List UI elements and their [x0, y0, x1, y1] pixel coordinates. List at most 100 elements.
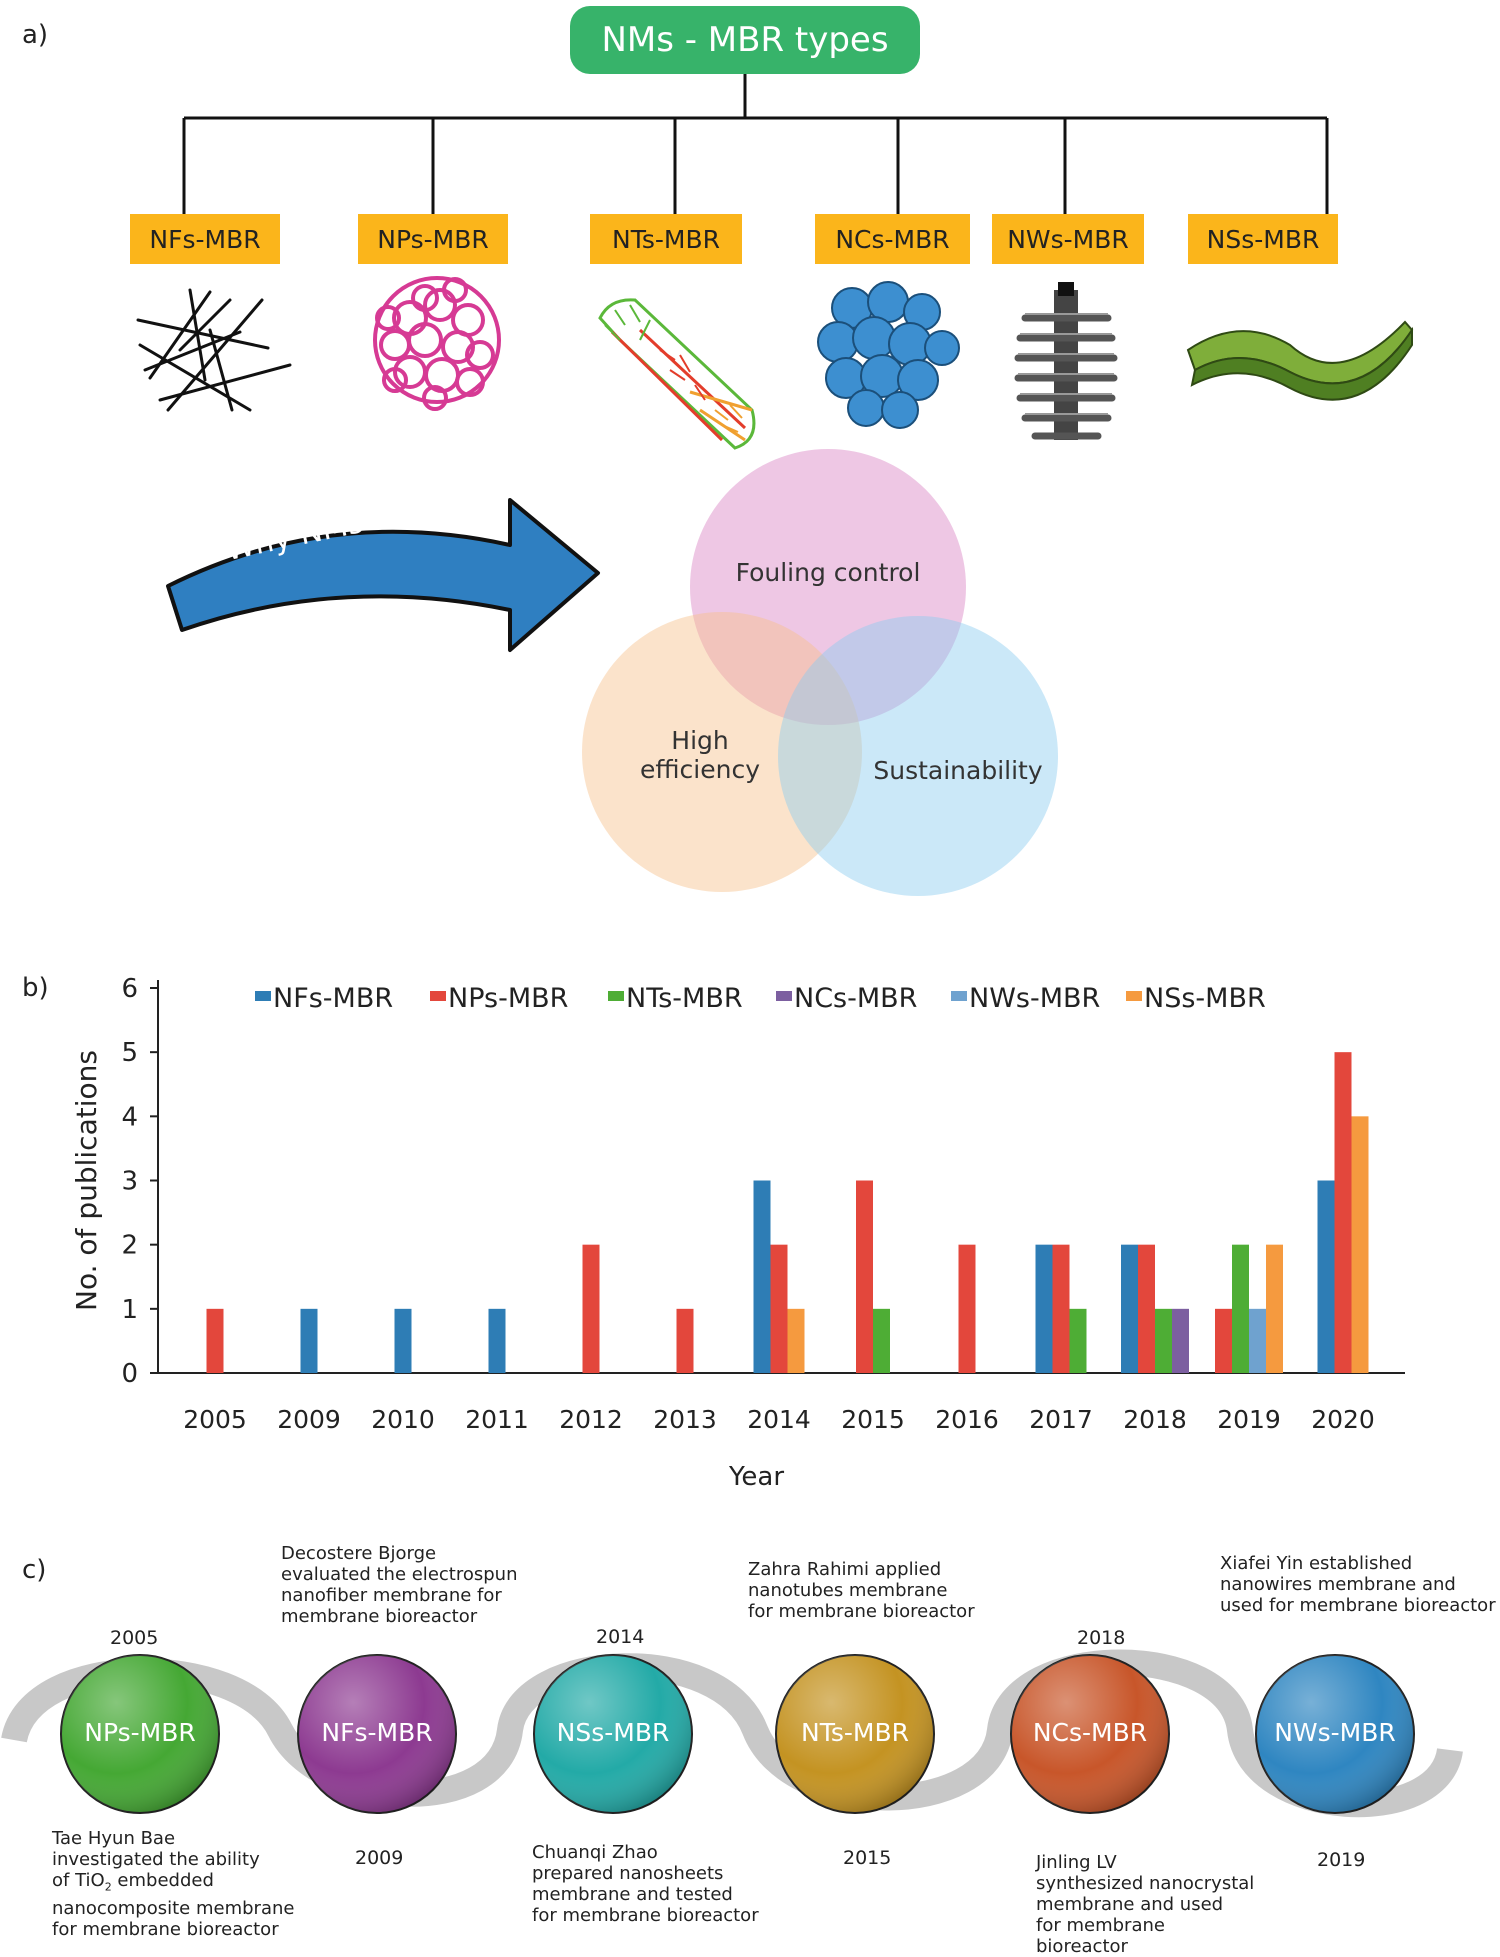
legend-swatch-nfs-mbr	[255, 991, 271, 1001]
timeline-node-shine	[61, 1655, 219, 1813]
timeline-year-2005: 2005	[110, 1627, 159, 1649]
legend-label-nts-mbr: NTs-MBR	[626, 983, 743, 1014]
x-tick-label: 2010	[371, 1405, 435, 1434]
legend-swatch-nss-mbr	[1126, 991, 1142, 1001]
timeline-desc-ncs: Jinling LV synthesized nanocrystal membr…	[1036, 1852, 1254, 1957]
why-arrow-icon	[166, 498, 600, 652]
desc-ncs-line5: bioreactor	[1036, 1936, 1128, 1957]
timeline-year-2019: 2019	[1317, 1849, 1366, 1871]
desc-nps-line1: Tae Hyun Bae	[52, 1828, 176, 1849]
bar-npsmbr-2005	[206, 1308, 224, 1373]
venn-circle-sustainability	[778, 616, 1058, 896]
bar-ntsmbr-2015	[873, 1308, 890, 1373]
bar-npsmbr-2015	[856, 1180, 873, 1373]
timeline-year-2018: 2018	[1077, 1627, 1126, 1649]
type-ncs-mbr: NCs-MBR	[815, 214, 970, 264]
timeline-desc-nfs: Decostere Bjorge evaluated the electrosp…	[281, 1543, 517, 1627]
bar-nfsmbr-2020	[1317, 1180, 1335, 1373]
bar-npsmbr-2017	[1052, 1244, 1070, 1373]
desc-ncs-line2: synthesized nanocrystal	[1036, 1873, 1255, 1894]
timeline-desc-nss: Chuanqi Zhao prepared nanosheets membran…	[532, 1842, 759, 1926]
y-tick-label: 0	[121, 1359, 138, 1389]
desc-nps-embedded: embedded	[111, 1870, 214, 1891]
bar-nssmbr-2019	[1266, 1244, 1283, 1373]
bar-nfsmbr-2011	[488, 1308, 506, 1373]
timeline-node-label-ncs-mbr: NCs-MBR	[1032, 1718, 1148, 1747]
timeline-desc-nws: Xiafei Yin established nanowires membran…	[1220, 1553, 1496, 1616]
nanoparticles-icon	[373, 276, 501, 411]
desc-nws-line2: nanowires membrane and	[1220, 1574, 1456, 1595]
timeline-node-shine	[534, 1655, 692, 1813]
legend-label-nws-mbr: NWs-MBR	[969, 983, 1100, 1014]
bar-nssmbr-2020	[1351, 1116, 1369, 1373]
nanocrystals-icon	[817, 281, 960, 429]
panel-a-graphics	[136, 74, 1414, 896]
x-tick-label: 2009	[277, 1405, 341, 1434]
timeline-desc-nts: Zahra Rahimi applied nanotubes membrane …	[748, 1559, 975, 1622]
desc-nss-line3: membrane and tested	[532, 1884, 733, 1905]
timeline-node-shine	[298, 1655, 456, 1813]
timeline-year-2014: 2014	[596, 1626, 645, 1648]
timeline-year-2009: 2009	[355, 1847, 404, 1869]
timeline-node-label-nss-mbr: NSs-MBR	[556, 1718, 670, 1747]
desc-nts-line2: nanotubes membrane	[748, 1580, 948, 1601]
timeline-node-label-nws-mbr: NWs-MBR	[1274, 1718, 1396, 1747]
legend-swatch-ncs-mbr	[776, 991, 792, 1001]
y-tick-label: 5	[121, 1038, 138, 1068]
timeline-wave	[1, 1649, 1463, 1818]
desc-nss-line1: Chuanqi Zhao	[532, 1842, 658, 1863]
bar-npsmbr-2020	[1334, 1052, 1352, 1373]
bar-npsmbr-2016	[958, 1244, 976, 1373]
nanosheets-icon	[1186, 320, 1414, 401]
y-tick-label: 6	[121, 974, 138, 1004]
type-nws-mbr: NWs-MBR	[992, 214, 1144, 264]
venn-label-fouling: Fouling control	[735, 558, 921, 587]
bar-nfsmbr-2017	[1035, 1244, 1053, 1373]
venn-label-sustainability: Sustainability	[873, 756, 1043, 785]
bar-ntsmbr-2017	[1069, 1308, 1087, 1373]
x-tick-label: 2005	[183, 1405, 247, 1434]
desc-nps-line4: nanocomposite membrane	[52, 1897, 295, 1919]
timeline-year-2015: 2015	[843, 1847, 892, 1869]
type-nfs-mbr: NFs-MBR	[130, 214, 280, 264]
desc-nts-line1: Zahra Rahimi applied	[748, 1559, 942, 1580]
timeline-node-shine	[776, 1655, 934, 1813]
desc-ncs-line4: for membrane	[1036, 1915, 1165, 1936]
legend-swatch-nws-mbr	[951, 991, 967, 1001]
desc-nfs-line4: membrane bioreactor	[281, 1606, 478, 1627]
panel-c-label: c)	[22, 1555, 47, 1585]
type-nps-mbr: NPs-MBR	[358, 214, 508, 264]
timeline-node-shine	[1011, 1655, 1169, 1813]
tree-connector	[182, 74, 1329, 214]
desc-nws-line3: used for membrane bioreactor	[1220, 1595, 1496, 1616]
timeline-node-label-nts-mbr: NTs-MBR	[801, 1718, 909, 1747]
desc-ncs-line3: membrane and used	[1036, 1894, 1224, 1915]
desc-nss-line2: prepared nanosheets	[532, 1863, 724, 1884]
bar-nssmbr-2014	[787, 1308, 805, 1373]
legend-swatch-nts-mbr	[608, 991, 624, 1001]
bar-nfsmbr-2018	[1121, 1244, 1138, 1373]
nms-mbr-types-title: NMs - MBR types	[570, 6, 920, 74]
bar-ntsmbr-2019	[1232, 1244, 1249, 1373]
timeline-node-label-nps-mbr: NPs-MBR	[84, 1718, 196, 1747]
legend-swatch-nps-mbr	[430, 991, 446, 1001]
legend-label-nss-mbr: NSs-MBR	[1144, 983, 1266, 1014]
y-tick-label: 2	[121, 1231, 138, 1261]
desc-nps-line3: of TiO2 embedded	[52, 1870, 294, 1898]
bar-npsmbr-2019	[1215, 1308, 1232, 1373]
panel-b-label: b)	[22, 973, 49, 1003]
bar-nfsmbr-2010	[394, 1308, 412, 1373]
timeline-node-shine	[1256, 1655, 1414, 1813]
desc-ncs-line1: Jinling LV	[1036, 1852, 1117, 1873]
type-nss-mbr: NSs-MBR	[1188, 214, 1338, 264]
x-tick-label: 2014	[747, 1405, 811, 1434]
panel-a-label: a)	[22, 20, 49, 50]
bar-npsmbr-2013	[676, 1308, 694, 1373]
bar-npsmbr-2012	[582, 1244, 600, 1373]
bar-npsmbr-2014	[770, 1244, 788, 1373]
venn-label-efficiency: High efficiency	[620, 726, 780, 784]
venn-label-efficiency-line1: High	[671, 726, 729, 755]
x-axis-label: Year	[728, 1462, 784, 1492]
desc-nps-line5: for membrane bioreactor	[52, 1918, 279, 1940]
